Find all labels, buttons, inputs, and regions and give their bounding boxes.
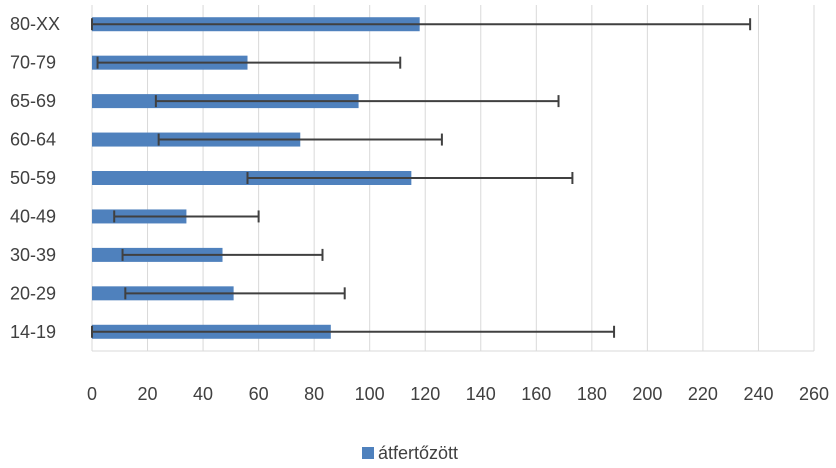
- x-tick-label: 60: [249, 384, 269, 404]
- error-bar: [113, 210, 260, 223]
- x-tick-label: 100: [355, 384, 385, 404]
- y-tick-label: 60-64: [10, 130, 56, 150]
- legend: átfertőzött: [362, 443, 458, 463]
- y-tick-label: 40-49: [10, 206, 56, 226]
- error-bar: [157, 133, 443, 146]
- y-axis-tick-labels: 14-19 20-29 30-39 40-49 50-59 60-64 65-69 70-79…: [10, 14, 60, 342]
- error-bar: [91, 18, 752, 31]
- error-bar: [124, 287, 346, 300]
- error-bar: [96, 56, 402, 69]
- y-tick-label: 50-59: [10, 168, 56, 188]
- error-bar: [154, 95, 560, 108]
- x-axis-tick-labels: 0 20 40 60 80 100 120 140 160 180 200 220 240 260: [87, 384, 829, 404]
- y-tick-label: 70-79: [10, 53, 56, 73]
- x-tick-label: 120: [410, 384, 440, 404]
- x-tick-label: 200: [632, 384, 662, 404]
- error-bar: [121, 248, 324, 261]
- x-tick-label: 220: [688, 384, 718, 404]
- y-tick-label: 20-29: [10, 283, 56, 303]
- x-tick-label: 140: [466, 384, 496, 404]
- legend-swatch: [362, 447, 374, 459]
- error-bar: [246, 172, 574, 184]
- x-tick-label: 260: [799, 384, 829, 404]
- x-tick-label: 180: [577, 384, 607, 404]
- y-tick-label: 30-39: [10, 245, 56, 265]
- x-tick-label: 40: [193, 384, 213, 404]
- x-tick-label: 0: [87, 384, 97, 404]
- error-bars: [91, 18, 752, 338]
- x-tick-label: 240: [743, 384, 773, 404]
- error-bar: [91, 325, 616, 338]
- x-tick-label: 80: [304, 384, 324, 404]
- x-tick-label: 20: [138, 384, 158, 404]
- y-tick-label: 14-19: [10, 322, 56, 342]
- x-tick-label: 160: [521, 384, 551, 404]
- y-tick-label: 80-XX: [10, 14, 60, 34]
- y-tick-label: 65-69: [10, 91, 56, 111]
- legend-label: átfertőzött: [378, 443, 458, 463]
